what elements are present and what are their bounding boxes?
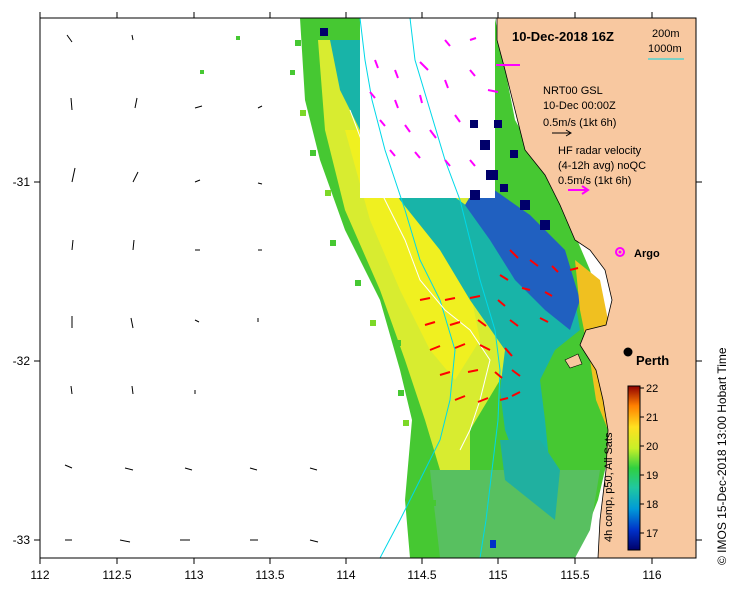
- isobath-200m: [409, 18, 501, 558]
- colorbar-tick: 19: [646, 470, 658, 482]
- colorbar-tick: 21: [646, 412, 658, 424]
- hf-legend-line3: 0.5m/s (1kt 6h): [558, 175, 631, 187]
- perth-marker[interactable]: [623, 347, 633, 357]
- gsl-legend-line2: 10-Dec 00:00Z: [543, 100, 616, 112]
- tick-marks: [34, 12, 702, 564]
- depth-legend-200m: 200m: [652, 28, 680, 40]
- hf-legend-line1: HF radar velocity: [558, 145, 642, 157]
- x-tick-label: 113: [184, 568, 203, 582]
- y-tick-labels: -31 -32 -33: [13, 175, 31, 547]
- missing-data-blocks: [320, 18, 550, 548]
- hf-radar-vectors: [369, 37, 520, 167]
- colorbar-tick: 18: [646, 499, 658, 511]
- x-tick-label: 116: [642, 568, 661, 582]
- gsl-legend: NRT00 GSL 10-Dec 00:00Z 0.5m/s (1kt 6h): [543, 85, 616, 137]
- gsl-legend-line3: 0.5m/s (1kt 6h): [543, 117, 616, 129]
- hf-legend-line2: (4-12h avg) noQC: [558, 160, 646, 172]
- y-tick-label: -31: [13, 175, 31, 189]
- model-vectors: [64, 34, 319, 543]
- x-tick-label: 113.5: [255, 568, 284, 582]
- depth-legend-1000m: 1000m: [648, 43, 682, 55]
- gsl-legend-arrow-icon: [552, 129, 572, 137]
- inshore-vectors: [419, 249, 579, 403]
- x-tick-label: 115: [488, 568, 507, 582]
- isobaths: [359, 18, 501, 558]
- map-title: 10-Dec-2018 16Z: [512, 29, 614, 44]
- hf-legend: HF radar velocity (4-12h avg) noQC 0.5m/…: [558, 145, 646, 195]
- copyright-label: © IMOS 15-Dec-2018 13:00 Hobart Time: [715, 347, 729, 565]
- colorbar: 22 21 20 19 18 17 4h comp, p50, All Sats: [603, 383, 658, 551]
- perth-label: Perth: [636, 353, 669, 368]
- x-tick-label: 112.5: [102, 568, 131, 582]
- isobath-1000m: [359, 18, 456, 558]
- colorbar-tick: 20: [646, 441, 658, 453]
- land-western-australia: [496, 18, 696, 558]
- colorbar-tick: 17: [646, 528, 658, 540]
- hf-legend-arrow-icon: [568, 185, 590, 195]
- plot-frame: [39, 17, 697, 559]
- x-tick-label: 115.5: [560, 568, 589, 582]
- gsl-legend-line1: NRT00 GSL: [543, 85, 603, 97]
- x-tick-label: 114.5: [407, 568, 436, 582]
- y-tick-label: -32: [13, 354, 31, 368]
- colorbar-gradient: [627, 385, 641, 551]
- sst-pixels: [200, 22, 436, 506]
- x-tick-label: 114: [336, 568, 355, 582]
- argo-label: Argo: [634, 248, 660, 260]
- colorbar-label: 4h comp, p50, All Sats: [603, 432, 615, 542]
- sst-cold-patch: [465, 180, 580, 330]
- y-tick-label: -33: [13, 533, 31, 547]
- x-tick-label: 112: [30, 568, 49, 582]
- colorbar-tick: 22: [646, 383, 658, 395]
- argo-marker[interactable]: [615, 247, 625, 257]
- x-tick-labels: 112 112.5 113 113.5 114 114.5 115 115.5 …: [30, 568, 661, 582]
- garden-island: [564, 353, 583, 369]
- white-contour: [349, 109, 491, 451]
- depth-legend: 200m 1000m: [648, 28, 684, 60]
- sst-south-teal: [500, 440, 560, 520]
